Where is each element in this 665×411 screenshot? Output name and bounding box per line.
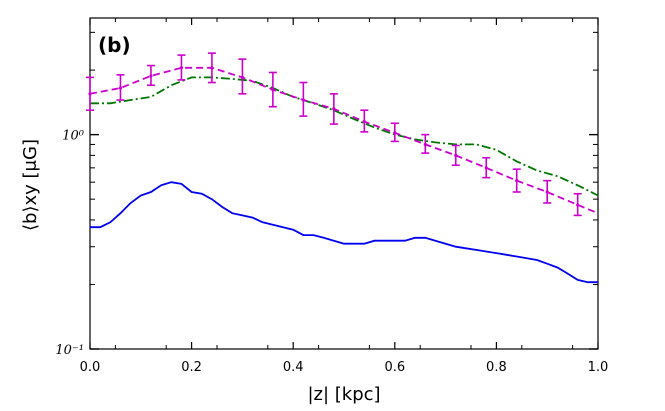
series-line-blue-solid (90, 181, 598, 284)
data-point (576, 203, 580, 207)
data-point (454, 153, 458, 158)
x-tick-label: 0.8 (486, 360, 507, 375)
plot-axes (89, 17, 599, 350)
data-point (362, 120, 366, 124)
series-layer (86, 52, 599, 284)
data-point (332, 107, 336, 111)
x-tick-label: 0.2 (181, 360, 202, 375)
data-point (301, 98, 305, 102)
data-point (393, 131, 397, 135)
data-point (118, 86, 123, 90)
data-point (240, 75, 244, 79)
data-point (515, 179, 519, 183)
data-point (210, 66, 214, 70)
series-line-green-dashdot (90, 76, 599, 197)
data-point (545, 190, 549, 194)
x-tick-label: 0.6 (384, 360, 405, 375)
y-tick-label: 10⁰ (62, 129, 85, 144)
x-tick-label: 0.0 (80, 360, 101, 375)
data-point (179, 66, 184, 70)
x-axis-label: |z| [kpc] (307, 384, 380, 405)
data-point (423, 142, 427, 147)
x-tick-label: 1.0 (588, 360, 609, 375)
tick-layer: 0.0 0.2 0.4 0.6 0.8 1.0 10⁻¹ 10⁰ (55, 18, 608, 375)
data-point (484, 166, 488, 170)
plot-frame (89, 17, 599, 350)
y-tick-label: 10⁻¹ (55, 343, 84, 358)
x-tick-label: 0.4 (283, 360, 304, 375)
data-point (271, 88, 275, 92)
panel-label: (b) (98, 33, 131, 57)
series-line-magenta-dashed (89, 66, 599, 215)
data-point (88, 92, 92, 96)
y-axis-label: ⟨b⟩xy [μG] (20, 139, 41, 231)
data-point (149, 74, 153, 78)
